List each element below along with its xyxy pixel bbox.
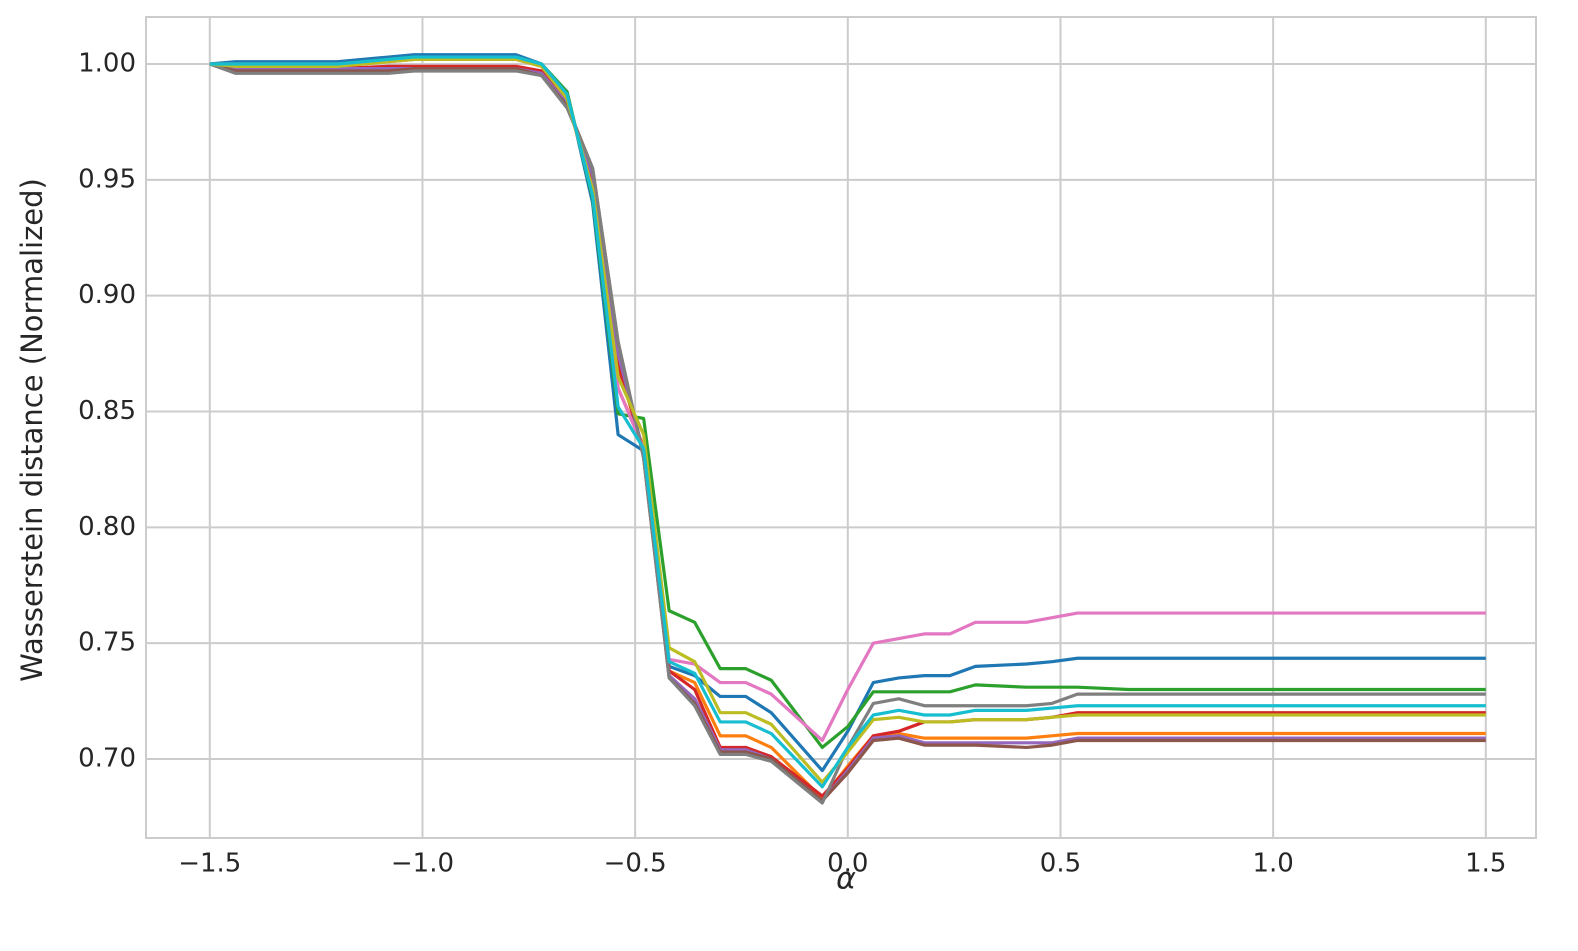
- y-tick-label: 0.90: [78, 280, 136, 310]
- series-line: [209, 62, 1486, 805]
- y-tick-label: 0.85: [78, 396, 136, 426]
- series-line: [209, 53, 1486, 773]
- y-axis-label: Wasserstein distance (Normalized): [15, 178, 49, 682]
- series-line: [209, 57, 1486, 784]
- y-tick-label: 0.70: [78, 744, 136, 774]
- x-tick-label: −0.5: [604, 849, 667, 879]
- y-tick-label: 0.80: [78, 512, 136, 542]
- x-tick-label: −1.5: [178, 849, 241, 879]
- y-tick-label: 0.75: [78, 628, 136, 658]
- plot-frame: [145, 16, 1537, 839]
- x-tick-label: 1.5: [1465, 849, 1506, 879]
- series-line: [209, 55, 1486, 789]
- y-tick-label: 1.00: [78, 49, 136, 79]
- x-tick-label: 0.0: [827, 849, 868, 879]
- x-tick-label: −1.0: [391, 849, 454, 879]
- x-tick-label: 0.5: [1040, 849, 1081, 879]
- x-axis-label: α: [836, 862, 856, 897]
- series-line: [209, 62, 1486, 803]
- x-tick-label: 1.0: [1252, 849, 1293, 879]
- y-tick-label: 0.95: [78, 164, 136, 194]
